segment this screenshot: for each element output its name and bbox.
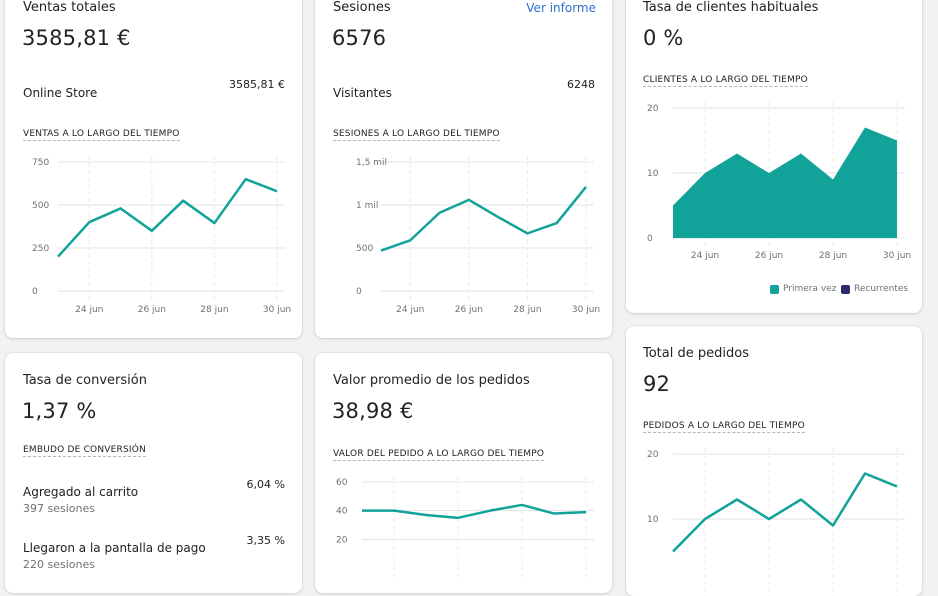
legend-returning-label: Recurrentes — [854, 284, 908, 294]
y-tick-label: 40 — [336, 507, 348, 517]
y-tick-label: 20 — [647, 450, 659, 460]
y-tick-label: 0 — [647, 234, 653, 244]
legend-first-time-label: Primera vez — [783, 284, 836, 294]
aov-line-chart: 20 40 60 — [315, 353, 612, 593]
x-tick-label: 28 jun — [819, 251, 847, 261]
x-tick-label: 26 jun — [455, 305, 483, 315]
y-tick-label: 1 mil — [356, 201, 378, 211]
legend-returning-swatch — [841, 285, 850, 294]
x-tick-label: 24 jun — [396, 305, 424, 315]
orders-card: Total de pedidos 92 PEDIDOS A LO LARGO D… — [626, 326, 922, 596]
funnel-step-label: Llegaron a la pantalla de pago — [23, 541, 206, 555]
funnel-section-title[interactable]: EMBUDO DE CONVERSIÓN — [23, 445, 146, 457]
x-tick-label: 24 jun — [691, 251, 719, 261]
x-tick-label: 28 jun — [200, 305, 228, 315]
funnel-step-sessions: 397 sesiones — [23, 502, 95, 515]
y-tick-label: 500 — [32, 201, 49, 211]
conversion-card: Tasa de conversión 1,37 % EMBUDO DE CONV… — [5, 353, 302, 593]
aov-card: Valor promedio de los pedidos 38,98 € VA… — [315, 353, 612, 593]
x-tick-label: 30 jun — [263, 305, 291, 315]
conversion-rate-value: 1,37 % — [22, 399, 97, 423]
legend-first-time-swatch — [770, 285, 779, 294]
funnel-step-label: Agregado al carrito — [23, 485, 138, 499]
x-tick-label: 26 jun — [138, 305, 166, 315]
sessions-card: Sesiones Ver informe 6576 Visitantes 624… — [315, 0, 612, 338]
sessions-line-chart: 0 500 1 mil 1,5 mil 24 jun 26 jun 28 jun 30 jun — [315, 0, 612, 338]
legend-returning[interactable]: Recurrentes — [841, 284, 908, 294]
x-tick-label: 26 jun — [755, 251, 783, 261]
y-tick-label: 0 — [356, 287, 362, 297]
y-tick-label: 10 — [647, 515, 659, 525]
sales-card: Ventas totales 3585,81 € Online Store 35… — [5, 0, 302, 338]
series-line — [673, 474, 897, 552]
y-tick-label: 10 — [647, 169, 659, 179]
series-line — [58, 179, 277, 256]
funnel-step-sessions: 220 sesiones — [23, 558, 95, 571]
x-tick-label: 24 jun — [75, 305, 103, 315]
conversion-title[interactable]: Tasa de conversión — [23, 373, 147, 388]
orders-line-chart: 10 20 — [626, 326, 922, 596]
y-tick-label: 20 — [647, 104, 659, 114]
returning-customers-card: Tasa de clientes habituales 0 % CLIENTES… — [626, 0, 922, 313]
funnel-step-rate: 6,04 % — [247, 478, 285, 491]
y-tick-label: 0 — [32, 287, 38, 297]
y-tick-label: 20 — [336, 535, 348, 545]
x-tick-label: 28 jun — [513, 305, 541, 315]
x-tick-label: 30 jun — [883, 251, 911, 261]
legend-first-time[interactable]: Primera vez — [770, 284, 836, 294]
funnel-step-rate: 3,35 % — [247, 534, 285, 547]
returning-area-chart: 0 10 20 24 jun 26 jun 28 jun 30 jun — [626, 0, 922, 313]
y-tick-label: 250 — [32, 244, 49, 254]
series-line — [362, 505, 586, 518]
y-tick-label: 1,5 mil — [356, 158, 387, 168]
y-tick-label: 500 — [356, 244, 373, 254]
y-tick-label: 60 — [336, 478, 348, 488]
x-tick-label: 30 jun — [572, 305, 600, 315]
sales-line-chart: 0 250 500 750 24 jun 26 jun 28 jun 30 jun — [5, 0, 302, 338]
series-line — [381, 187, 586, 251]
series-area-primera-vez — [673, 128, 897, 239]
y-tick-label: 750 — [32, 158, 49, 168]
